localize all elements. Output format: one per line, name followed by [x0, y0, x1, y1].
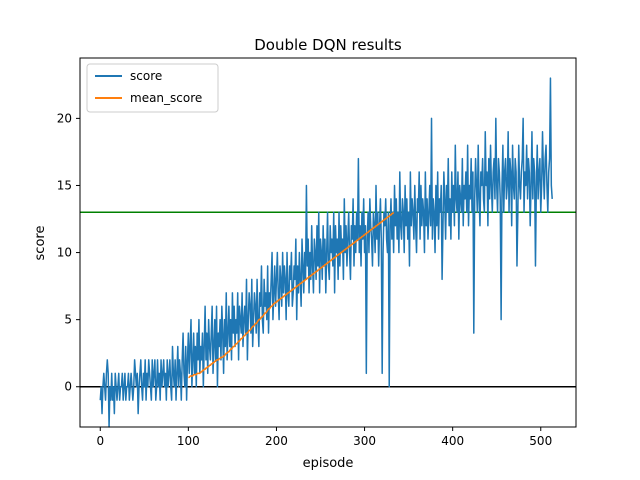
x-tick-label: 400 [441, 434, 464, 448]
y-tick-label: 10 [57, 246, 72, 260]
x-tick-label: 300 [353, 434, 376, 448]
y-tick-label: 5 [64, 313, 72, 327]
x-tick-label: 100 [177, 434, 200, 448]
series-layer [99, 77, 553, 428]
x-tick-label: 500 [529, 434, 552, 448]
series-line-score [99, 77, 553, 428]
chart-title: Double DQN results [254, 36, 402, 54]
x-axis-label: episode [303, 456, 354, 471]
y-axis-label: score [33, 226, 48, 261]
y-tick-label: 0 [64, 380, 72, 394]
legend-label-score: score [130, 69, 162, 83]
series-line-mean-score [188, 211, 395, 379]
plot-frame [79, 57, 577, 428]
x-tick-label: 200 [265, 434, 288, 448]
plot-area [80, 58, 576, 428]
y-tick-label: 15 [57, 178, 72, 192]
x-tick-label: 0 [96, 434, 104, 448]
y-tick-label: 20 [57, 111, 72, 125]
legend: score mean_score [86, 63, 219, 113]
legend-label-mean-score: mean_score [130, 91, 202, 105]
x-axis: 0 100 200 300 400 500 [96, 427, 552, 448]
y-axis: 0 5 10 15 20 [57, 111, 80, 394]
